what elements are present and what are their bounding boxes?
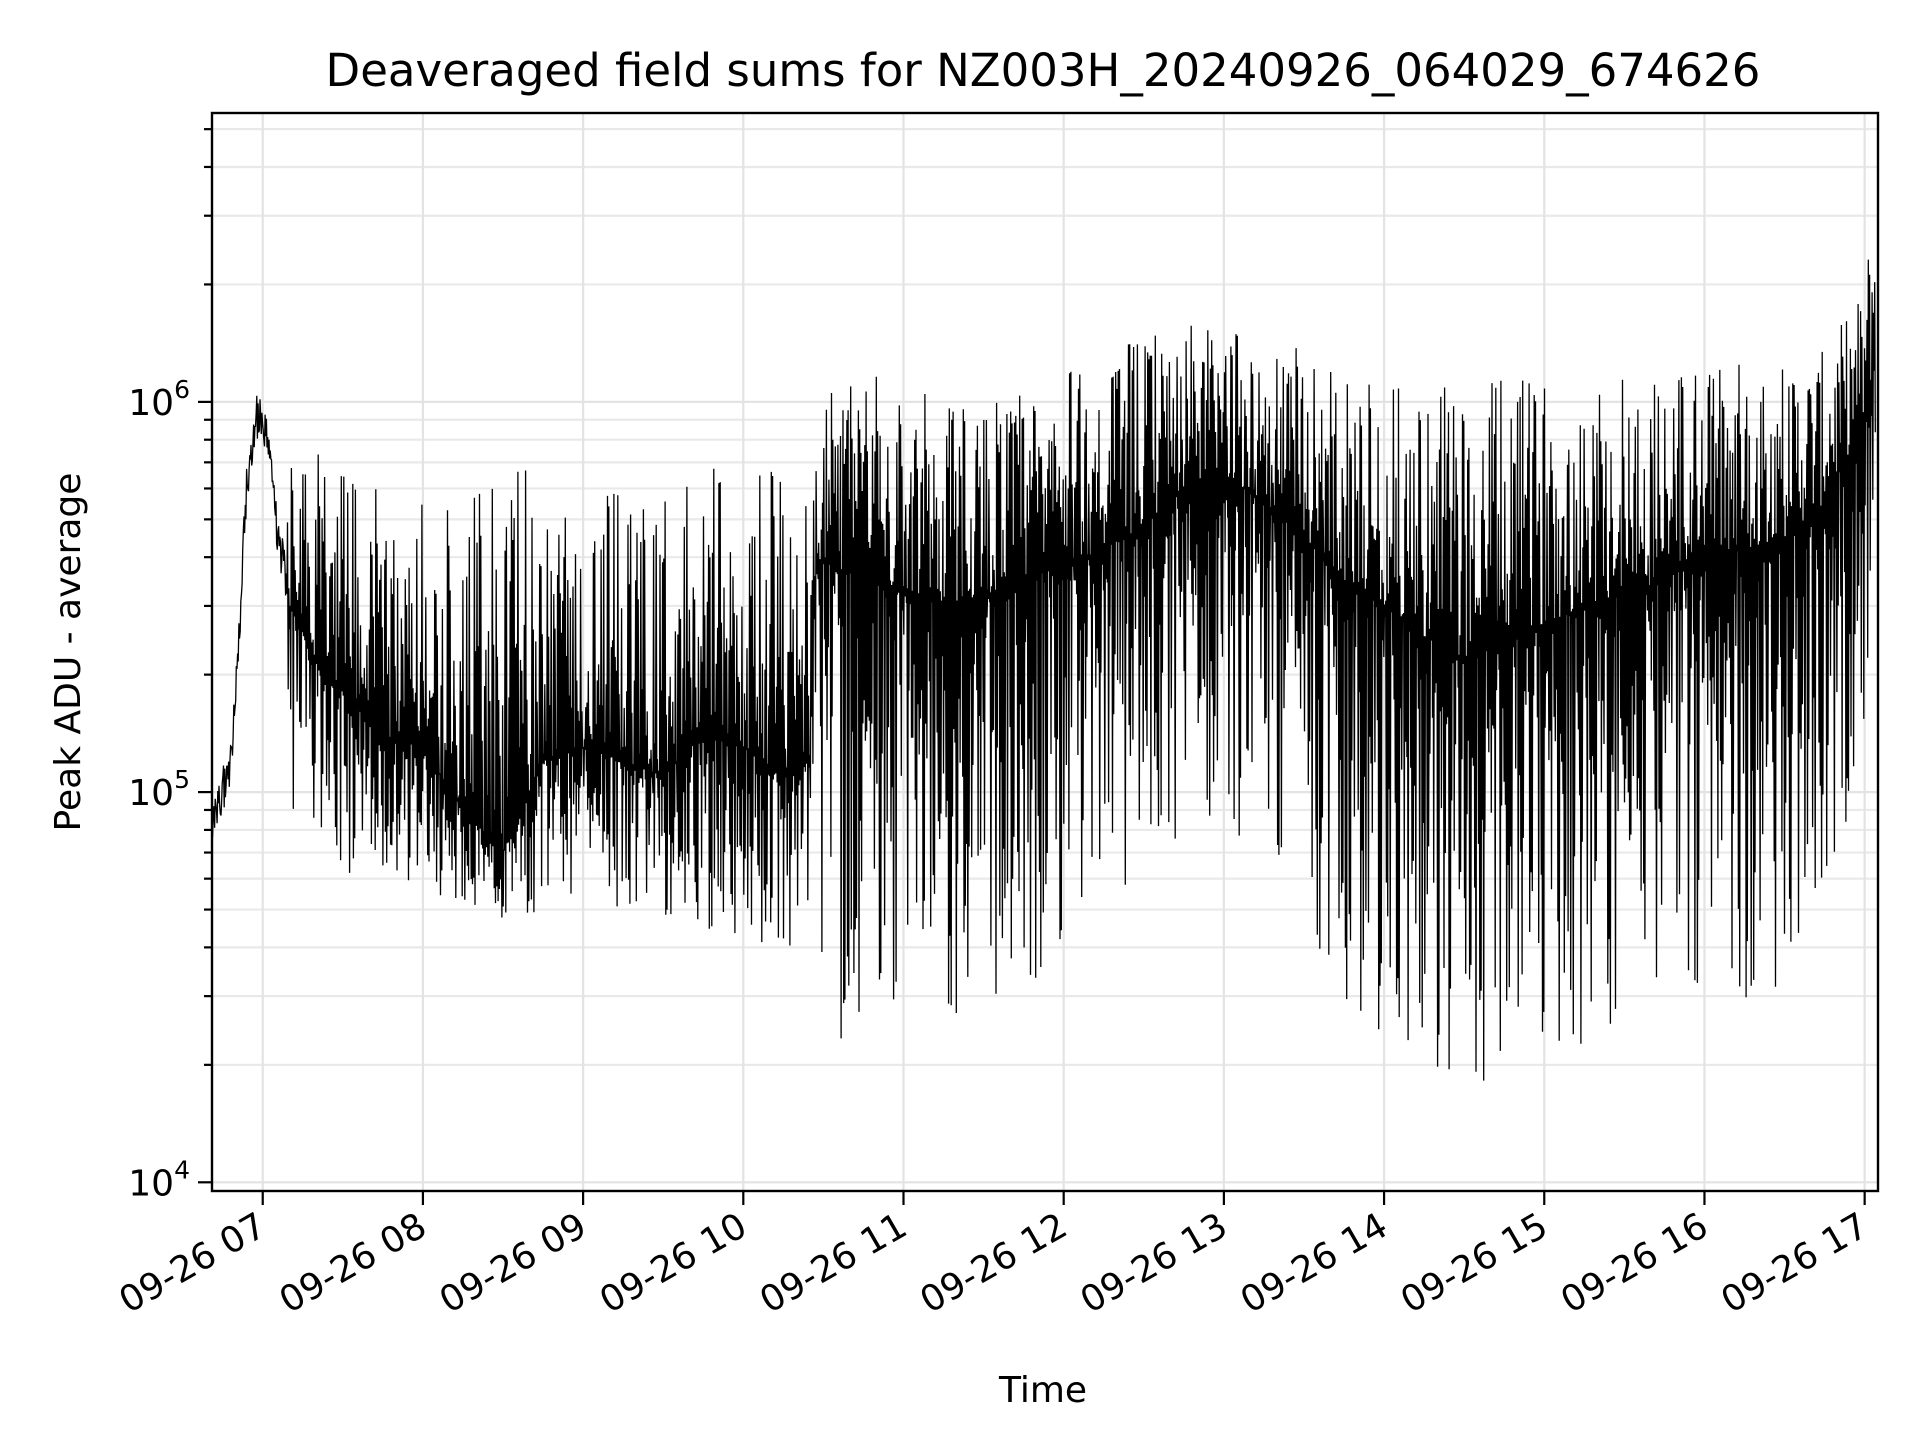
y-tick-label: 104: [128, 1155, 190, 1204]
y-tick-label-exponent: 6: [174, 375, 190, 404]
plot-frame: [210, 111, 1880, 1193]
y-tick-label: 105: [128, 765, 190, 814]
y-tick-label-base: 10: [128, 773, 174, 814]
series-layer: [211, 259, 1876, 1081]
chart-title: Deaveraged field sums for NZ003H_2024092…: [326, 44, 1761, 97]
series-line-peak-adu: [211, 259, 1876, 1081]
y-tick-label-base: 10: [128, 1163, 174, 1204]
y-tick-label: 106: [128, 375, 190, 424]
y-axis-label: Peak ADU - average: [48, 473, 89, 832]
x-axis-label: Time: [998, 1370, 1087, 1411]
y-tick-label-base: 10: [128, 383, 174, 424]
y-tick-label-exponent: 5: [174, 765, 190, 794]
y-tick-label-exponent: 4: [174, 1155, 190, 1184]
